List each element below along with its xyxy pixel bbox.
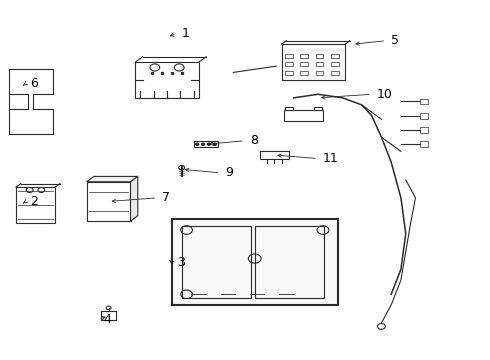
Text: 5: 5 (391, 34, 399, 47)
Bar (316, 54, 323, 58)
Circle shape (196, 143, 199, 145)
Bar (316, 71, 323, 75)
Text: 10: 10 (376, 88, 392, 101)
Bar (87, 182, 130, 221)
Bar (331, 71, 339, 75)
Polygon shape (87, 176, 138, 182)
Bar (300, 71, 308, 75)
Circle shape (213, 143, 216, 145)
Text: 8: 8 (250, 134, 258, 147)
Bar (285, 71, 293, 75)
Bar (254, 226, 324, 298)
Bar (260, 151, 289, 159)
Text: 2: 2 (30, 195, 39, 208)
Bar (420, 99, 428, 104)
Text: 3: 3 (177, 256, 185, 269)
Bar (282, 44, 345, 80)
Bar (182, 226, 251, 298)
Bar (314, 107, 322, 111)
Bar (420, 141, 428, 147)
Text: 4: 4 (104, 313, 112, 326)
Bar (16, 187, 55, 223)
Bar (285, 107, 293, 111)
Bar (420, 113, 428, 118)
Bar (300, 62, 308, 66)
Text: 7: 7 (162, 192, 170, 204)
Text: 9: 9 (225, 166, 233, 179)
Bar (172, 219, 338, 305)
Bar (285, 62, 293, 66)
Bar (135, 62, 199, 98)
Circle shape (202, 143, 204, 145)
Bar (420, 127, 428, 133)
Bar (331, 54, 339, 58)
Bar (194, 141, 218, 147)
Bar (316, 62, 323, 66)
Bar (101, 311, 116, 320)
Text: 1: 1 (182, 27, 190, 40)
Bar (300, 54, 308, 58)
Circle shape (207, 143, 210, 145)
Bar (284, 111, 323, 121)
Text: 11: 11 (323, 152, 339, 165)
Text: 6: 6 (30, 77, 39, 90)
Bar (331, 62, 339, 66)
Bar (285, 54, 293, 58)
Polygon shape (130, 176, 138, 221)
